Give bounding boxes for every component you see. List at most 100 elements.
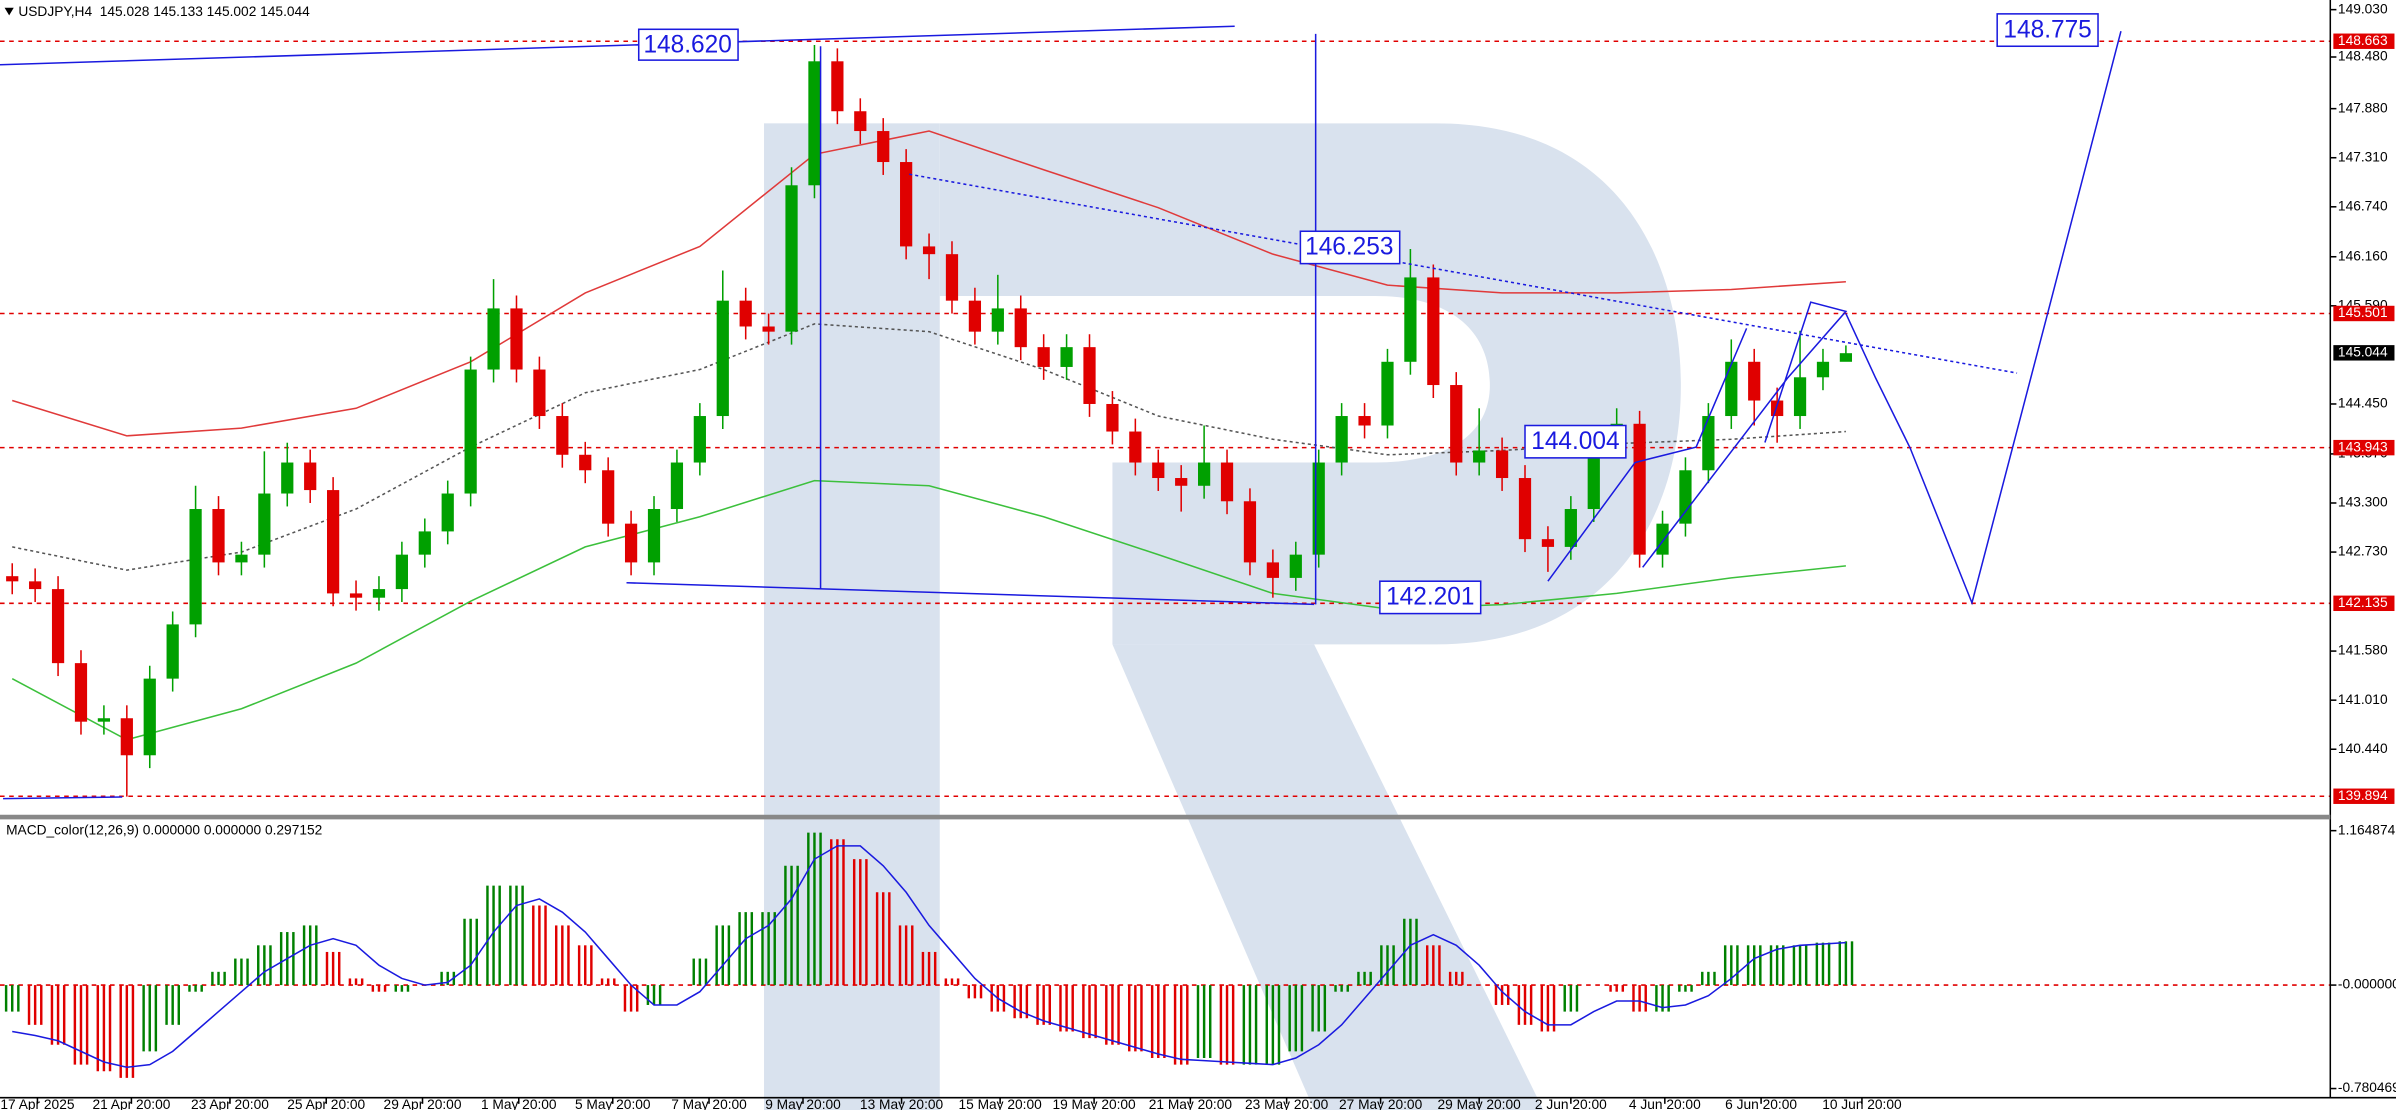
y-tick-label: 140.440: [2338, 740, 2388, 756]
candle-body: [877, 131, 890, 163]
annotation: 148.620: [643, 32, 731, 59]
analysis-lines: [0, 25, 2018, 800]
y-tick-label: -0.000000: [2338, 976, 2396, 992]
candle-body: [1335, 416, 1348, 463]
y-tick-label: 143.300: [2338, 494, 2388, 510]
candle-body: [670, 462, 684, 510]
indicator-title: MACD_color(12,26,9) 0.000000 0.000000 0.…: [6, 822, 322, 838]
candle-body: [945, 254, 959, 301]
trend-line: [3, 796, 123, 800]
candle-body: [1725, 361, 1738, 417]
trend-line: [909, 173, 2018, 374]
wave-line: [1642, 301, 1848, 568]
candle-body: [1793, 377, 1807, 417]
candle-body: [785, 185, 798, 332]
x-tick-label: 23 Apr 20:00: [191, 1096, 269, 1110]
candle-body: [29, 581, 42, 590]
watermark: [764, 123, 1681, 1110]
annotation-box: [1524, 424, 1627, 459]
candle-body: [647, 509, 661, 563]
annotation: 146.253: [1305, 234, 1393, 261]
x-tick-label: 13 May 20:00: [860, 1096, 944, 1110]
candle-body: [533, 369, 546, 417]
candle-body: [1656, 523, 1669, 555]
signal-line: [12, 845, 1846, 1069]
candle-body: [1564, 509, 1577, 547]
candle-body: [1243, 501, 1257, 563]
candle-body: [1312, 462, 1325, 555]
current-price-box: [2333, 345, 2395, 361]
candle-body: [1495, 450, 1509, 479]
candle-body: [372, 589, 386, 598]
x-tick-label: 21 May 20:00: [1149, 1096, 1233, 1110]
level-label-box: [2333, 788, 2395, 804]
annotation-box: [1299, 230, 1401, 265]
title-icon: [4, 7, 14, 16]
x-tick-label: 29 May 20:00: [1438, 1096, 1522, 1110]
candle-body: [556, 416, 569, 455]
level-label: 145.501: [2338, 304, 2388, 320]
chart-title: USDJPY,H4 145.028 145.133 145.002 145.04…: [18, 3, 310, 19]
candle-body: [1289, 554, 1302, 578]
candle-body: [1266, 562, 1279, 578]
candle-body: [1175, 478, 1188, 486]
y-tick-label: 141.010: [2338, 691, 2388, 707]
candle-body: [1060, 347, 1073, 367]
annotation: 142.201: [1386, 584, 1474, 611]
x-tick-label: 5 May 20:00: [575, 1096, 651, 1110]
candle-body: [1381, 361, 1394, 426]
y-tick-label: 142.730: [2338, 543, 2388, 559]
candle-body: [762, 326, 775, 332]
y-tick-label: 149.030: [2338, 0, 2388, 16]
candle-body: [624, 523, 638, 563]
candle-body: [1541, 539, 1555, 547]
candle-body: [1358, 416, 1371, 426]
x-tick-label: 27 May 20:00: [1339, 1096, 1423, 1110]
candle-body: [464, 369, 477, 494]
candle-body: [1198, 462, 1211, 486]
level-label-box: [2333, 305, 2395, 322]
annotations: 148.620 146.253 144.004 142.201 148.775: [637, 13, 2099, 615]
annotation: 144.004: [1531, 428, 1619, 455]
candle-body: [1473, 450, 1486, 463]
candle-body: [1152, 462, 1165, 479]
x-tick-label: 6 Jun 20:00: [1725, 1096, 1797, 1110]
indicator-line: [12, 130, 1846, 437]
wave-line: [1547, 328, 1748, 582]
x-tick-label: 9 May 20:00: [765, 1096, 841, 1110]
candle-body: [831, 61, 844, 112]
candle-body: [258, 493, 271, 555]
x-tick-label: 23 May 20:00: [1245, 1096, 1329, 1110]
candle-body: [602, 470, 615, 524]
x-tick-label: 19 May 20:00: [1052, 1096, 1136, 1110]
candle-body: [693, 416, 706, 463]
candle-body: [487, 308, 500, 370]
candle-body: [418, 531, 431, 555]
x-tick-label: 17 Apr 2025: [0, 1096, 74, 1110]
indicator-line: [11, 479, 1846, 741]
x-tick-label: 2 Jun 20:00: [1535, 1096, 1607, 1110]
candle-body: [235, 554, 248, 563]
candle-body: [143, 678, 156, 756]
candle-body: [51, 589, 65, 664]
candle-body: [739, 300, 752, 327]
candle-body: [6, 576, 19, 582]
candle-body: [716, 300, 729, 417]
level-label-box: [2333, 33, 2395, 49]
candle-body: [120, 718, 133, 756]
watermark-bowl: [939, 123, 1681, 645]
x-tick-label: 25 Apr 20:00: [287, 1096, 365, 1110]
candle-body: [1014, 308, 1027, 348]
candle-body: [281, 462, 294, 494]
candle-body: [991, 308, 1004, 332]
candle-body: [74, 663, 88, 722]
candle-body: [1450, 385, 1463, 463]
level-label: 139.894: [2338, 787, 2388, 803]
candle-body: [808, 61, 821, 186]
candle-body: [1037, 347, 1050, 367]
y-tick-label: 144.450: [2338, 395, 2388, 411]
indicator-line: [1845, 30, 2122, 606]
y-tick-label: 1.164874: [2338, 821, 2396, 837]
